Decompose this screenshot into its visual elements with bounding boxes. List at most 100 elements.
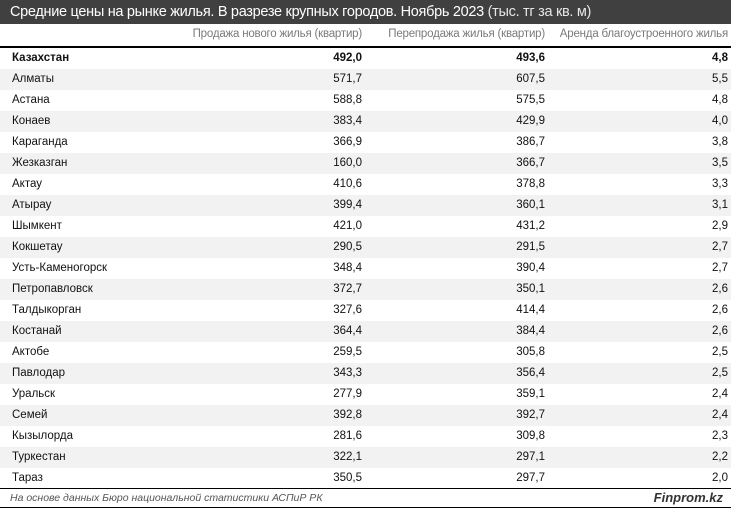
cell-rent: 2,0 [712,472,728,484]
brand-logo: Finprom.kz [653,490,723,505]
cell-rent: 2,2 [712,451,728,463]
cell-city: Семей [12,409,48,421]
cell-new: 160,0 [333,157,362,169]
cell-new: 327,6 [333,304,362,316]
source-note: На основе данных Бюро национальной стати… [10,492,323,504]
cell-city: Актау [12,178,42,190]
table-row: Талдыкорган 327,6 414,4 2,6 [0,300,731,321]
table-row: Актобе 259,5 305,8 2,5 [0,342,731,363]
table-row: Караганда 366,9 386,7 3,8 [0,132,731,153]
table-row: Актау 410,6 378,8 3,3 [0,174,731,195]
table-row: Тараз 350,5 297,7 2,0 [0,468,731,489]
cell-resale: 366,7 [516,157,545,169]
table-row: Павлодар 343,3 356,4 2,5 [0,363,731,384]
cell-rent: 3,5 [712,157,728,169]
cell-city: Павлодар [12,367,65,379]
cell-new: 364,4 [333,325,362,337]
column-header-resale: Перепродажа жилья (квартир) [388,28,545,40]
table-row: Алматы 571,7 607,5 5,5 [0,69,731,90]
cell-city: Караганда [12,136,68,148]
cell-new: 492,0 [333,52,362,64]
table-row: Туркестан 322,1 297,1 2,2 [0,447,731,468]
cell-rent: 2,6 [712,304,728,316]
cell-new: 399,4 [333,199,362,211]
cell-resale: 305,8 [516,346,545,358]
table-row: Кызылорда 281,6 309,8 2,3 [0,426,731,447]
cell-city: Астана [12,94,50,106]
table-row: Шымкент 421,0 431,2 2,9 [0,216,731,237]
cell-rent: 2,3 [712,430,728,442]
cell-new: 350,5 [333,472,362,484]
cell-resale: 359,1 [516,388,545,400]
cell-resale: 431,2 [516,220,545,232]
table-row: Кокшетау 290,5 291,5 2,7 [0,237,731,258]
table-row: Костанай 364,4 384,4 2,6 [0,321,731,342]
cell-new: 392,8 [333,409,362,421]
title-text: Средние цены на рынке жилья. В разрезе к… [10,4,484,20]
cell-new: 421,0 [333,220,362,232]
cell-new: 410,6 [333,178,362,190]
cell-resale: 297,1 [516,451,545,463]
cell-rent: 4,8 [712,94,728,106]
table-row: Конаев 383,4 429,9 4,0 [0,111,731,132]
cell-city: Жезказган [12,157,68,169]
cell-new: 281,6 [333,430,362,442]
cell-rent: 2,6 [712,283,728,295]
cell-rent: 4,0 [712,115,728,127]
cell-resale: 360,1 [516,199,545,211]
cell-new: 322,1 [333,451,362,463]
title-unit: (тыс. тг за кв. м) [487,4,592,20]
cell-new: 588,8 [333,94,362,106]
column-header-rent: Аренда благоустроенного жилья [559,28,728,40]
cell-city: Уральск [12,388,56,400]
cell-city: Конаев [12,115,51,127]
cell-resale: 384,4 [516,325,545,337]
cell-rent: 2,6 [712,325,728,337]
cell-resale: 607,5 [516,73,545,85]
cell-rent: 2,5 [712,346,728,358]
cell-city: Петропавловск [12,283,93,295]
cell-resale: 350,1 [516,283,545,295]
table-row: Усть-Каменогорск 348,4 390,4 2,7 [0,258,731,279]
cell-city: Туркестан [12,451,66,463]
cell-city: Кокшетау [12,241,63,253]
cell-rent: 2,7 [712,262,728,274]
cell-city: Актобе [12,346,50,358]
cell-new: 290,5 [333,241,362,253]
cell-new: 348,4 [333,262,362,274]
cell-rent: 3,1 [712,199,728,211]
cell-rent: 2,7 [712,241,728,253]
cell-rent: 3,8 [712,136,728,148]
table-body: Казахстан 492,0 493,6 4,8 Алматы 571,7 607,5 5,… [0,48,731,489]
cell-resale: 297,7 [516,472,545,484]
table-row: Казахстан 492,0 493,6 4,8 [0,48,731,69]
cell-resale: 414,4 [516,304,545,316]
cell-new: 366,9 [333,136,362,148]
cell-new: 343,3 [333,367,362,379]
table-row: Семей 392,8 392,7 2,4 [0,405,731,426]
cell-resale: 378,8 [516,178,545,190]
cell-rent: 5,5 [712,73,728,85]
table-row: Петропавловск 372,7 350,1 2,6 [0,279,731,300]
cell-resale: 291,5 [516,241,545,253]
table-title: Средние цены на рынке жилья. В разрезе к… [0,0,731,24]
table-row: Атырау 399,4 360,1 3,1 [0,195,731,216]
cell-rent: 2,9 [712,220,728,232]
cell-new: 571,7 [333,73,362,85]
cell-city: Казахстан [12,52,70,64]
cell-city: Усть-Каменогорск [12,262,108,274]
cell-rent: 2,4 [712,388,728,400]
cell-new: 372,7 [333,283,362,295]
cell-resale: 429,9 [516,115,545,127]
cell-resale: 309,8 [516,430,545,442]
cell-new: 277,9 [333,388,362,400]
cell-resale: 390,4 [516,262,545,274]
cell-rent: 2,4 [712,409,728,421]
cell-city: Талдыкорган [12,304,82,316]
cell-rent: 2,5 [712,367,728,379]
table-row: Астана 588,8 575,5 4,8 [0,90,731,111]
cell-rent: 3,3 [712,178,728,190]
table-row: Жезказган 160,0 366,7 3,5 [0,153,731,174]
cell-city: Костанай [12,325,62,337]
cell-resale: 356,4 [516,367,545,379]
